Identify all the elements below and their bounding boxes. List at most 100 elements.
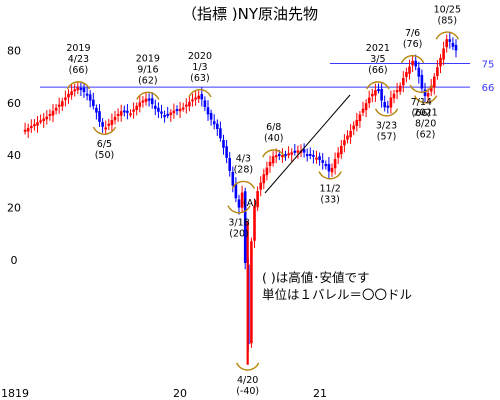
highlight-arc — [366, 81, 390, 90]
candle-body — [54, 107, 58, 111]
candle-body — [160, 111, 163, 114]
candle-body — [392, 93, 396, 99]
candle-body — [216, 123, 219, 129]
annotation-label: 6/8 — [266, 122, 281, 133]
annotation-label: 2021 — [414, 108, 438, 119]
chart-title: （指標 )NY原油先物 — [182, 5, 318, 23]
candle-body — [296, 150, 300, 153]
candle-body — [274, 155, 278, 158]
reference-lines: 75 66 — [40, 60, 495, 94]
candle-body — [101, 122, 104, 127]
candle-body — [278, 154, 281, 157]
candle-body — [209, 112, 213, 120]
x-axis-labels: 1819 20 21 — [1, 387, 327, 400]
candle-body — [39, 120, 42, 123]
candle-body — [355, 120, 359, 126]
annotation-label: 7/14 — [411, 97, 432, 108]
y-tick-80: 80 — [7, 44, 21, 57]
x-label: 20 — [173, 387, 187, 400]
annotation-label: 11/2 — [319, 184, 340, 195]
candle-body — [104, 127, 107, 130]
annotation-label: 8/20 — [415, 119, 436, 130]
candle-body — [67, 93, 70, 98]
y-tick-40: 40 — [7, 149, 21, 162]
candle-body — [271, 156, 275, 164]
candle-body — [265, 167, 269, 176]
candle-body — [116, 114, 120, 117]
candle-body — [126, 110, 129, 113]
candle-body — [429, 85, 433, 92]
candle-body — [42, 118, 45, 122]
candle-body — [206, 107, 210, 115]
candle-body — [333, 159, 337, 169]
y-tick-0: 0 — [11, 254, 18, 267]
candle-body — [123, 110, 126, 113]
annotation-label: 3/23 — [376, 121, 397, 132]
candle-body — [129, 113, 132, 116]
candle-body — [284, 154, 287, 157]
candle-body — [253, 205, 256, 241]
candle-body — [197, 95, 200, 99]
candle-body — [98, 111, 101, 122]
annotation-label: (66) — [412, 108, 432, 119]
y-tick-20: 20 — [7, 202, 21, 215]
annotation-label: (66) — [69, 65, 89, 76]
candle-body — [436, 67, 439, 77]
candle-body — [423, 89, 427, 97]
candle-body — [395, 90, 399, 93]
candle-body — [26, 127, 30, 132]
candle-body — [389, 97, 393, 108]
candle-body — [185, 104, 188, 107]
candle-body — [442, 48, 445, 60]
candle-body — [147, 98, 151, 101]
highlight-arc — [409, 84, 433, 93]
candle-body — [315, 157, 318, 160]
candle-body — [88, 94, 92, 101]
candle-body — [343, 140, 346, 146]
candle-body — [358, 114, 362, 122]
candle-body — [454, 44, 458, 51]
y-axis-ticks: 0 20 40 60 80 — [7, 44, 21, 267]
candle-body — [141, 100, 145, 103]
candle-body — [340, 146, 343, 155]
candle-body — [33, 124, 36, 127]
candle-body — [290, 152, 293, 155]
highlight-arc — [236, 362, 260, 371]
annotation-label: 3/5 — [370, 54, 385, 65]
highlight-arc — [136, 91, 160, 100]
highlight-arc — [318, 171, 342, 180]
candle-body — [144, 98, 148, 102]
candle-body — [256, 191, 259, 208]
highlight-arc — [188, 89, 212, 98]
candle-body — [364, 103, 368, 111]
reference-label-75: 75 — [482, 60, 495, 71]
candle-body — [321, 160, 324, 163]
candle-body — [119, 111, 123, 116]
annotation-label: 7/6 — [405, 28, 420, 39]
candle-body — [346, 135, 349, 140]
annotation-label: (50) — [95, 150, 115, 161]
y-tick-60: 60 — [7, 97, 21, 110]
candle-body — [107, 123, 111, 126]
candle-body — [82, 87, 86, 93]
candle-body — [172, 110, 176, 114]
candle-body — [318, 156, 321, 161]
candle-body — [135, 105, 138, 110]
candle-body — [48, 114, 52, 117]
candle-body — [312, 154, 315, 157]
candle-body — [448, 39, 452, 42]
candle-body — [327, 164, 331, 172]
candle-body — [169, 112, 173, 116]
candle-body — [154, 105, 157, 109]
highlight-arc — [262, 149, 286, 158]
candle-body — [240, 192, 244, 208]
annotation-label: (76) — [403, 39, 423, 50]
candle-body — [110, 120, 114, 125]
annotation-label: 2020 — [188, 51, 212, 62]
candle-body — [181, 107, 185, 110]
candle-body — [57, 104, 61, 107]
highlight-arc — [227, 205, 251, 214]
annotation-label: (20) — [229, 229, 249, 240]
